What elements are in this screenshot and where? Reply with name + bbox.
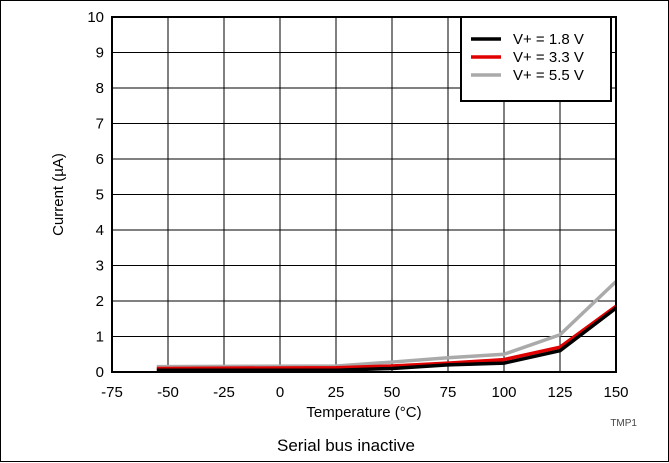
x-tick-label: 25 <box>328 384 345 401</box>
y-tick-label: 0 <box>96 364 104 381</box>
legend: V+ = 1.8 VV+ = 3.3 VV+ = 5.5 V <box>460 16 612 102</box>
y-tick-label: 4 <box>96 222 104 239</box>
y-tick-labels: 0 1 2 3 4 5 6 7 8 9 10 <box>87 9 104 381</box>
x-tick-label: 50 <box>384 384 401 401</box>
series-lines <box>156 280 618 372</box>
chart-caption: Serial bus inactive <box>277 436 415 455</box>
x-tick-label: -50 <box>157 384 179 401</box>
y-tick-label: 3 <box>96 258 104 275</box>
figure-id: TMP1 <box>610 418 637 429</box>
y-tick-label: 7 <box>96 116 104 133</box>
x-tick-label: 150 <box>603 384 628 401</box>
legend-box <box>460 16 612 102</box>
y-tick-label: 9 <box>96 45 104 62</box>
legend-entry: V+ = 3.3 V <box>513 49 584 66</box>
y-tick-label: 10 <box>87 9 104 26</box>
y-tick-label: 2 <box>96 293 104 310</box>
x-tick-label: 125 <box>547 384 572 401</box>
series-line <box>156 306 618 372</box>
x-tick-label: -75 <box>101 384 123 401</box>
x-tick-label: 0 <box>276 384 284 401</box>
legend-entry: V+ = 5.5 V <box>513 67 584 84</box>
x-tick-label: -25 <box>213 384 235 401</box>
y-tick-label: 1 <box>96 329 104 346</box>
x-tick-label: 100 <box>491 384 516 401</box>
y-axis-label: Current (µA) <box>50 153 67 236</box>
y-tick-label: 5 <box>96 187 104 204</box>
series-line <box>156 304 618 371</box>
plot-area-border <box>111 16 617 373</box>
x-axis-label: Temperature (°C) <box>306 404 421 421</box>
series-line <box>156 280 618 369</box>
x-tick-label: 75 <box>440 384 457 401</box>
y-tick-label: 6 <box>96 151 104 168</box>
legend-entry: V+ = 1.8 V <box>513 31 584 48</box>
x-tick-labels: -75 -50 -25 0 25 50 75 100 125 150 <box>101 384 628 401</box>
y-tick-label: 8 <box>96 80 104 97</box>
